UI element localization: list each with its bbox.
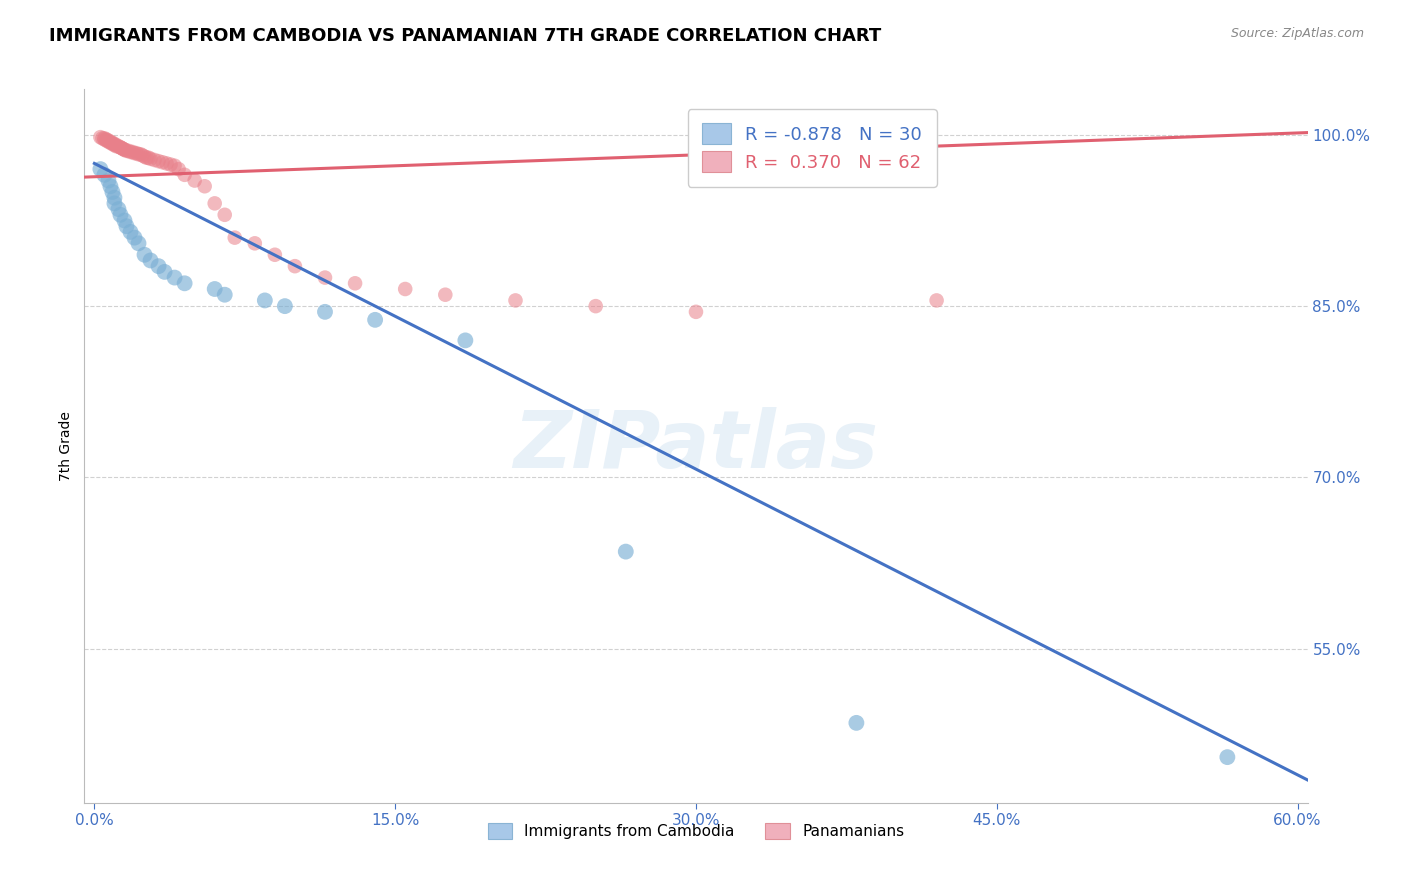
Point bbox=[110, 208, 132, 222]
Point bbox=[93, 168, 115, 182]
Point bbox=[107, 202, 129, 216]
Point bbox=[97, 134, 120, 148]
Point bbox=[153, 265, 176, 279]
Point bbox=[284, 259, 307, 273]
Point bbox=[101, 185, 124, 199]
Point bbox=[243, 236, 266, 251]
Point bbox=[134, 150, 156, 164]
Point bbox=[167, 162, 190, 177]
Point bbox=[111, 142, 134, 156]
Point bbox=[103, 196, 125, 211]
Point bbox=[173, 277, 195, 291]
Point bbox=[105, 139, 128, 153]
Point bbox=[89, 162, 111, 177]
Text: IMMIGRANTS FROM CAMBODIA VS PANAMANIAN 7TH GRADE CORRELATION CHART: IMMIGRANTS FROM CAMBODIA VS PANAMANIAN 7… bbox=[49, 27, 882, 45]
Point bbox=[253, 293, 276, 308]
Point bbox=[505, 293, 527, 308]
Point bbox=[100, 135, 122, 149]
Point bbox=[148, 154, 170, 169]
Point bbox=[214, 208, 236, 222]
Point bbox=[114, 143, 136, 157]
Point bbox=[155, 156, 177, 170]
Point bbox=[263, 248, 285, 262]
Point bbox=[91, 131, 114, 145]
Point bbox=[143, 153, 166, 167]
Point bbox=[97, 173, 120, 187]
Point bbox=[107, 139, 129, 153]
Point bbox=[159, 157, 181, 171]
Point bbox=[129, 147, 152, 161]
Point bbox=[173, 168, 195, 182]
Point bbox=[105, 138, 128, 153]
Point bbox=[204, 282, 226, 296]
Point bbox=[110, 140, 132, 154]
Point bbox=[364, 313, 387, 327]
Point bbox=[194, 179, 217, 194]
Point bbox=[103, 138, 125, 153]
Point bbox=[434, 287, 457, 301]
Point bbox=[124, 146, 146, 161]
Point bbox=[139, 253, 162, 268]
Point bbox=[163, 159, 186, 173]
Point bbox=[120, 145, 142, 159]
Point bbox=[111, 142, 134, 156]
Point bbox=[204, 196, 226, 211]
Point bbox=[274, 299, 297, 313]
Point bbox=[139, 152, 162, 166]
Point bbox=[114, 143, 136, 157]
Point bbox=[100, 179, 122, 194]
Point bbox=[148, 259, 170, 273]
Point bbox=[925, 293, 948, 308]
Point bbox=[394, 282, 416, 296]
Point bbox=[117, 144, 139, 158]
Text: ZIPatlas: ZIPatlas bbox=[513, 407, 879, 485]
Point bbox=[134, 248, 156, 262]
Point bbox=[214, 287, 236, 301]
Point bbox=[128, 147, 150, 161]
Point bbox=[138, 151, 160, 165]
Point bbox=[152, 155, 174, 169]
Y-axis label: 7th Grade: 7th Grade bbox=[59, 411, 73, 481]
Point bbox=[115, 144, 138, 158]
Point bbox=[454, 334, 477, 348]
Point bbox=[163, 270, 186, 285]
Point bbox=[110, 140, 132, 154]
Point bbox=[101, 136, 124, 150]
Point bbox=[121, 145, 143, 159]
Point bbox=[183, 173, 205, 187]
Point bbox=[344, 277, 367, 291]
Point bbox=[1216, 750, 1239, 764]
Point bbox=[845, 715, 868, 730]
Point bbox=[314, 270, 336, 285]
Point bbox=[103, 136, 125, 151]
Point bbox=[96, 132, 118, 146]
Point bbox=[614, 544, 637, 558]
Text: Source: ZipAtlas.com: Source: ZipAtlas.com bbox=[1230, 27, 1364, 40]
Point bbox=[114, 213, 136, 227]
Point bbox=[120, 225, 142, 239]
Point bbox=[314, 305, 336, 319]
Point bbox=[135, 151, 157, 165]
Point bbox=[124, 230, 146, 244]
Point bbox=[224, 230, 246, 244]
Point bbox=[96, 134, 118, 148]
Point bbox=[97, 135, 120, 149]
Point bbox=[100, 136, 122, 150]
Point bbox=[89, 130, 111, 145]
Point bbox=[93, 132, 115, 146]
Point bbox=[131, 148, 153, 162]
Point bbox=[115, 219, 138, 234]
Point bbox=[585, 299, 607, 313]
Point bbox=[101, 136, 124, 151]
Point bbox=[103, 191, 125, 205]
Point bbox=[125, 146, 148, 161]
Point bbox=[685, 305, 707, 319]
Point bbox=[128, 236, 150, 251]
Legend: Immigrants from Cambodia, Panamanians: Immigrants from Cambodia, Panamanians bbox=[482, 817, 910, 845]
Point bbox=[93, 131, 115, 145]
